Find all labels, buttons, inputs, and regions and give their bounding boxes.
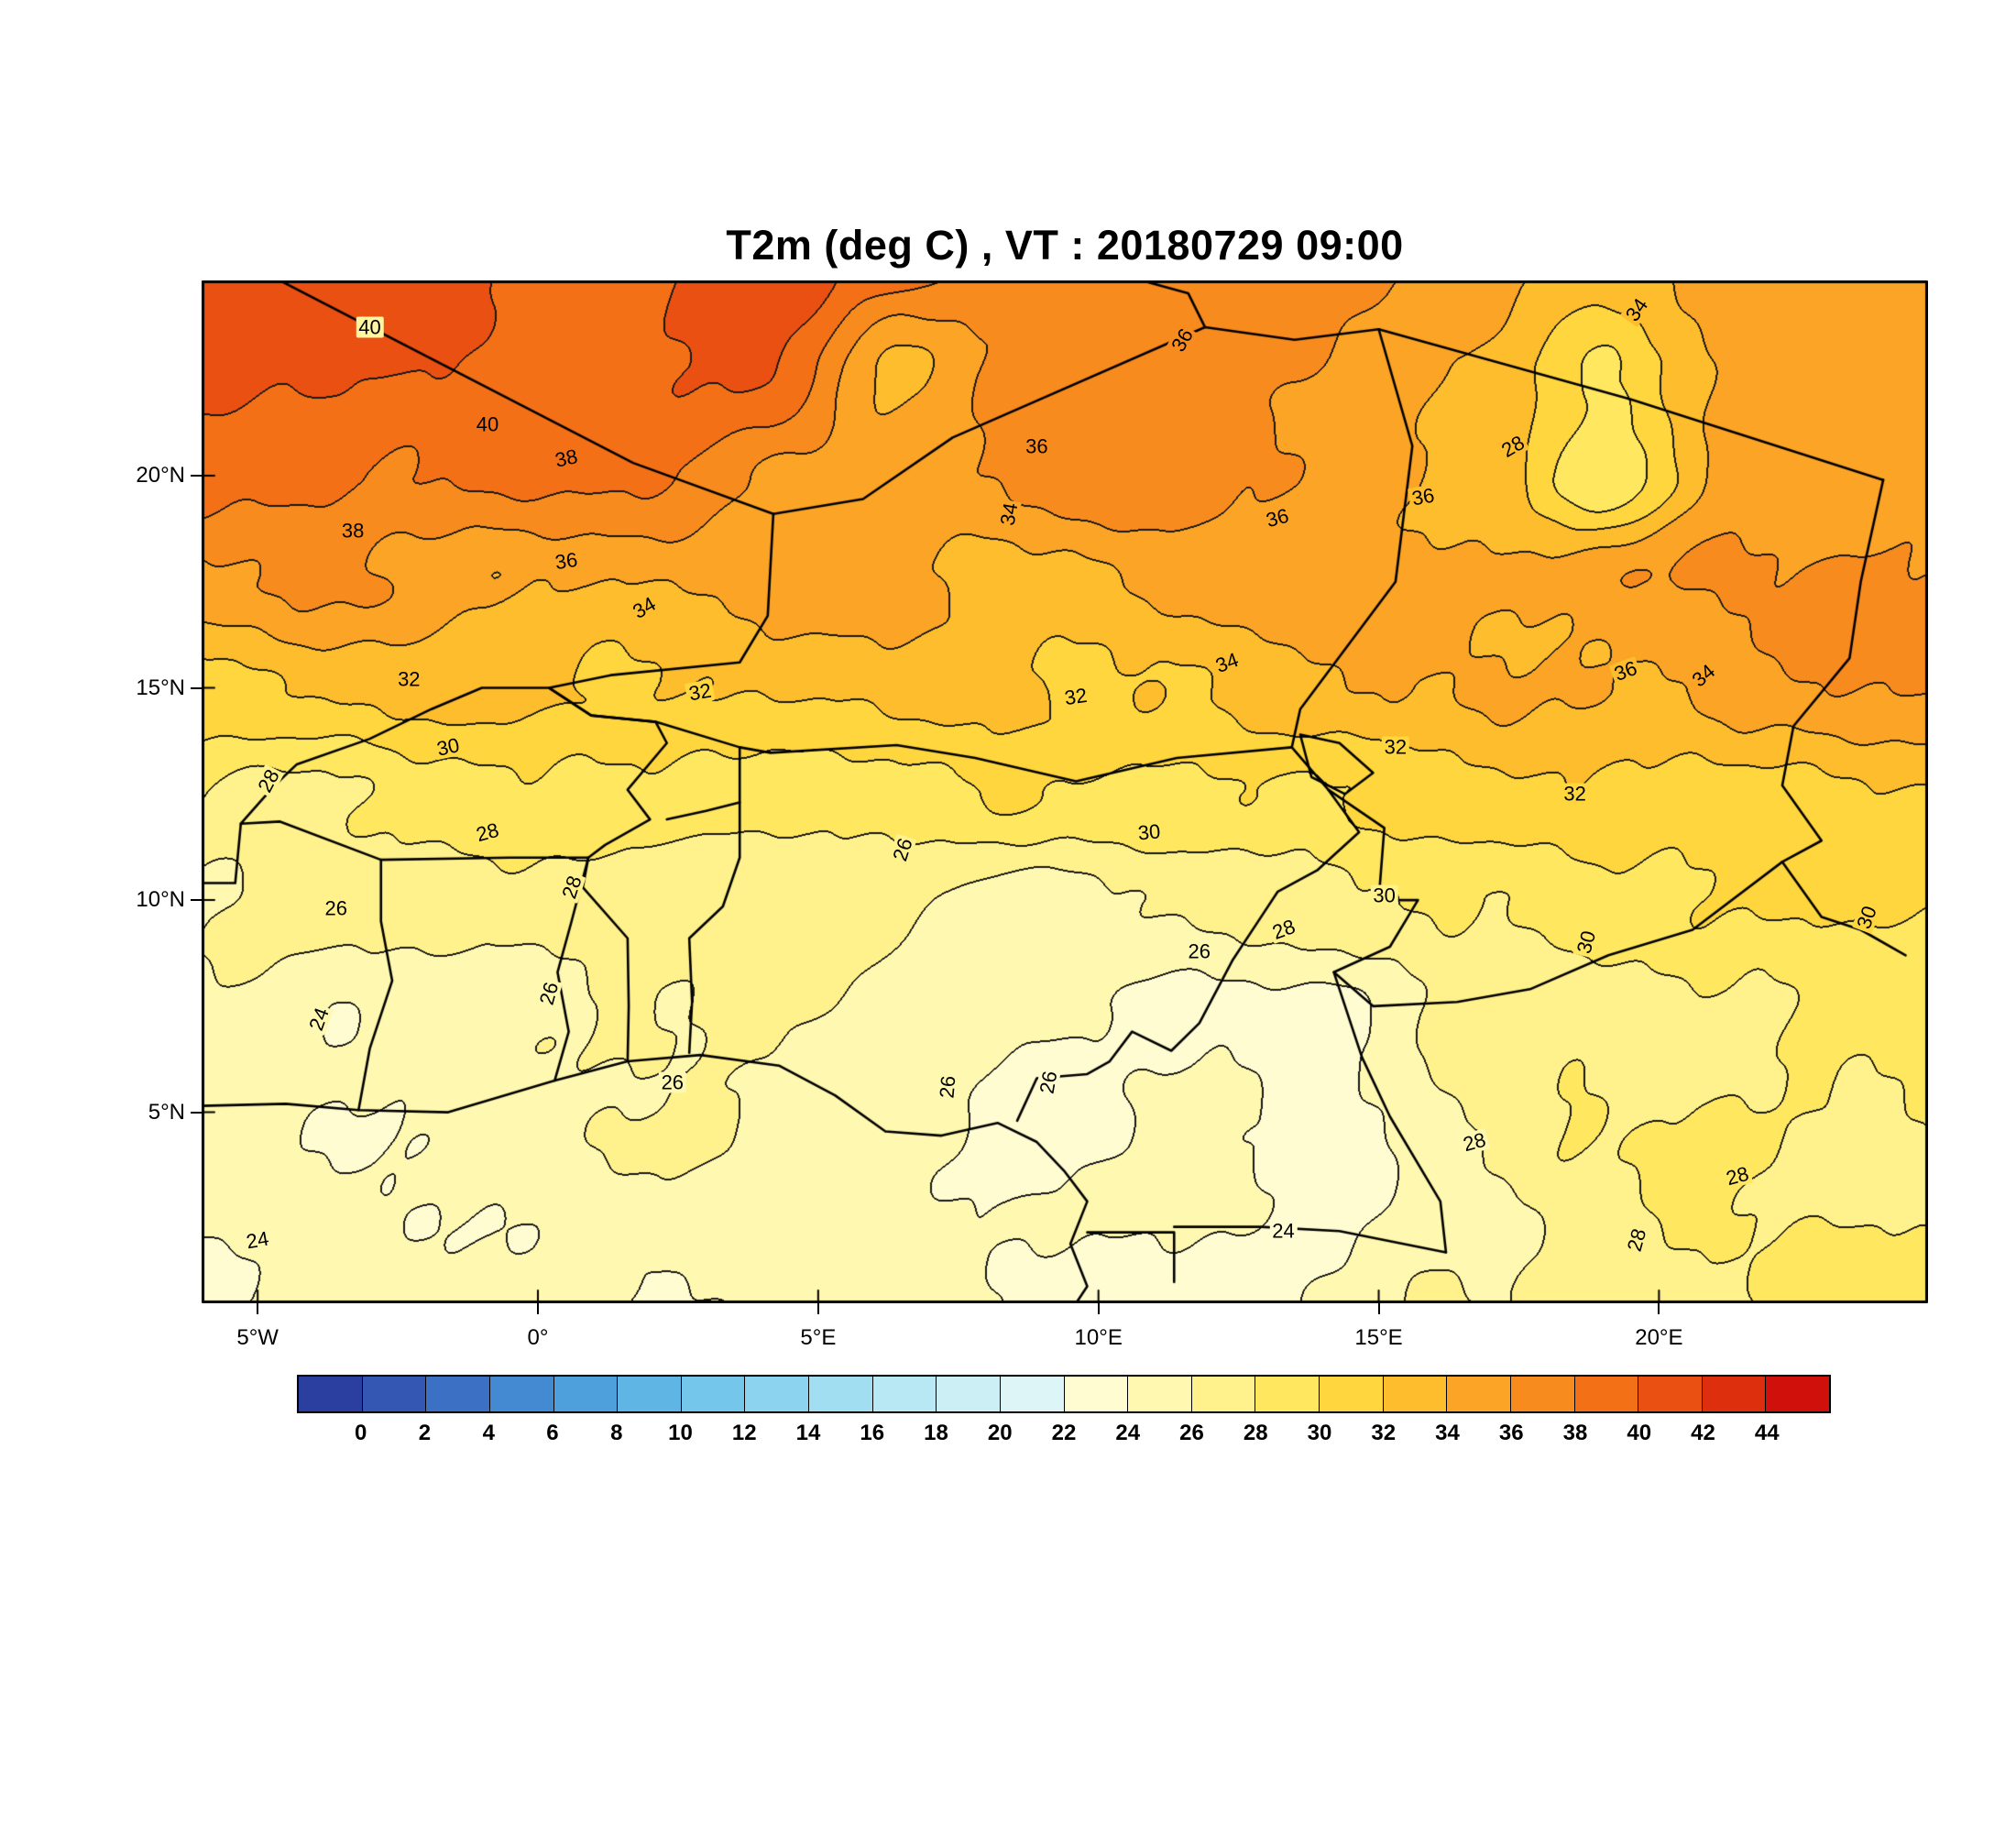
colorbar-tick-label: 30 <box>1307 1421 1332 1445</box>
colorbar-tick-label: 42 <box>1691 1421 1715 1445</box>
colorbar-tick-label: 22 <box>1051 1421 1077 1445</box>
colorbar-segment <box>299 1377 363 1411</box>
colorbar-tick-label: 44 <box>1754 1421 1780 1445</box>
colorbar-segment <box>1128 1377 1192 1411</box>
colorbar-gradient <box>297 1375 1831 1413</box>
axis-tick <box>816 1303 819 1314</box>
colorbar-segment <box>1702 1377 1767 1411</box>
lon-axis-label: 5°W <box>236 1325 279 1350</box>
colorbar-segment <box>1447 1377 1511 1411</box>
lat-axis-label: 10°N <box>136 887 185 913</box>
colorbar-segment <box>362 1377 427 1411</box>
map-area: 40 40 38 38 36 34 32 32 30 28 28 28 26 26 26 24 24 36 34 36… <box>202 280 1928 1303</box>
colorbar-segment <box>1766 1377 1829 1411</box>
axis-tick <box>191 1111 202 1114</box>
colorbar-tick-label: 0 <box>355 1421 367 1445</box>
axis-tick <box>1658 1303 1660 1314</box>
colorbar-segment <box>1255 1377 1320 1411</box>
colorbar-tick-label: 16 <box>860 1421 885 1445</box>
colorbar-segment <box>1320 1377 1384 1411</box>
colorbar-segment <box>1638 1377 1703 1411</box>
colorbar: 0 2 4 6 8 10 12 14 16 18 20 22 24 26 28 30 32 34 36 38 40 42 4… <box>297 1375 1831 1448</box>
colorbar-segment <box>745 1377 809 1411</box>
lon-axis-label: 15°E <box>1354 1325 1403 1350</box>
colorbar-segment <box>553 1377 619 1411</box>
colorbar-segment <box>426 1377 490 1411</box>
lat-axis-label: 5°N <box>148 1099 185 1125</box>
colorbar-tick-label: 32 <box>1371 1421 1397 1445</box>
colorbar-tick-label: 36 <box>1498 1421 1524 1445</box>
lat-axis-label: 15°N <box>136 675 185 700</box>
colorbar-tick-label: 8 <box>610 1421 623 1445</box>
colorbar-tick-label: 18 <box>924 1421 948 1445</box>
colorbar-tick-label: 24 <box>1115 1421 1141 1445</box>
colorbar-segment <box>1383 1377 1448 1411</box>
axis-tick <box>537 1303 539 1314</box>
colorbar-segment <box>489 1377 554 1411</box>
colorbar-tick-label: 12 <box>731 1421 757 1445</box>
colorbar-segment <box>872 1377 937 1411</box>
colorbar-tick-label: 2 <box>418 1421 432 1445</box>
colorbar-tick-label: 40 <box>1627 1421 1652 1445</box>
lon-axis-label: 0° <box>527 1325 549 1350</box>
axis-tick <box>1377 1303 1380 1314</box>
colorbar-segment <box>1191 1377 1256 1411</box>
colorbar-tick-row: 0 2 4 6 8 10 12 14 16 18 20 22 24 26 28 30 32 34 36 38 40 42 4… <box>297 1421 1831 1448</box>
colorbar-segment <box>1000 1377 1065 1411</box>
colorbar-tick-label: 4 <box>482 1421 495 1445</box>
axis-tick <box>191 686 202 689</box>
colorbar-segment <box>618 1377 682 1411</box>
temperature-contour-map-canvas <box>202 280 1928 1303</box>
colorbar-segment <box>937 1377 1001 1411</box>
lon-axis-label: 10°E <box>1074 1325 1123 1350</box>
axis-tick <box>257 1303 259 1314</box>
axis-tick <box>1097 1303 1100 1314</box>
colorbar-segment <box>1574 1377 1639 1411</box>
colorbar-segment <box>809 1377 873 1411</box>
colorbar-tick-label: 26 <box>1179 1421 1204 1445</box>
axis-tick <box>191 475 202 477</box>
colorbar-segment <box>1510 1377 1575 1411</box>
axis-tick <box>191 899 202 902</box>
plot-title: T2m (deg C) , VT : 20180729 09:00 <box>726 222 1404 269</box>
lon-axis-label: 20°E <box>1635 1325 1683 1350</box>
lon-axis-label: 5°E <box>800 1325 837 1350</box>
colorbar-segment <box>1064 1377 1129 1411</box>
colorbar-tick-label: 20 <box>987 1421 1013 1445</box>
colorbar-tick-label: 6 <box>546 1421 559 1445</box>
colorbar-tick-label: 38 <box>1562 1421 1588 1445</box>
colorbar-tick-label: 10 <box>668 1421 693 1445</box>
colorbar-tick-label: 14 <box>795 1421 821 1445</box>
colorbar-tick-label: 28 <box>1243 1421 1268 1445</box>
colorbar-segment <box>681 1377 746 1411</box>
lat-axis-label: 20°N <box>136 463 185 488</box>
colorbar-tick-label: 34 <box>1435 1421 1460 1445</box>
